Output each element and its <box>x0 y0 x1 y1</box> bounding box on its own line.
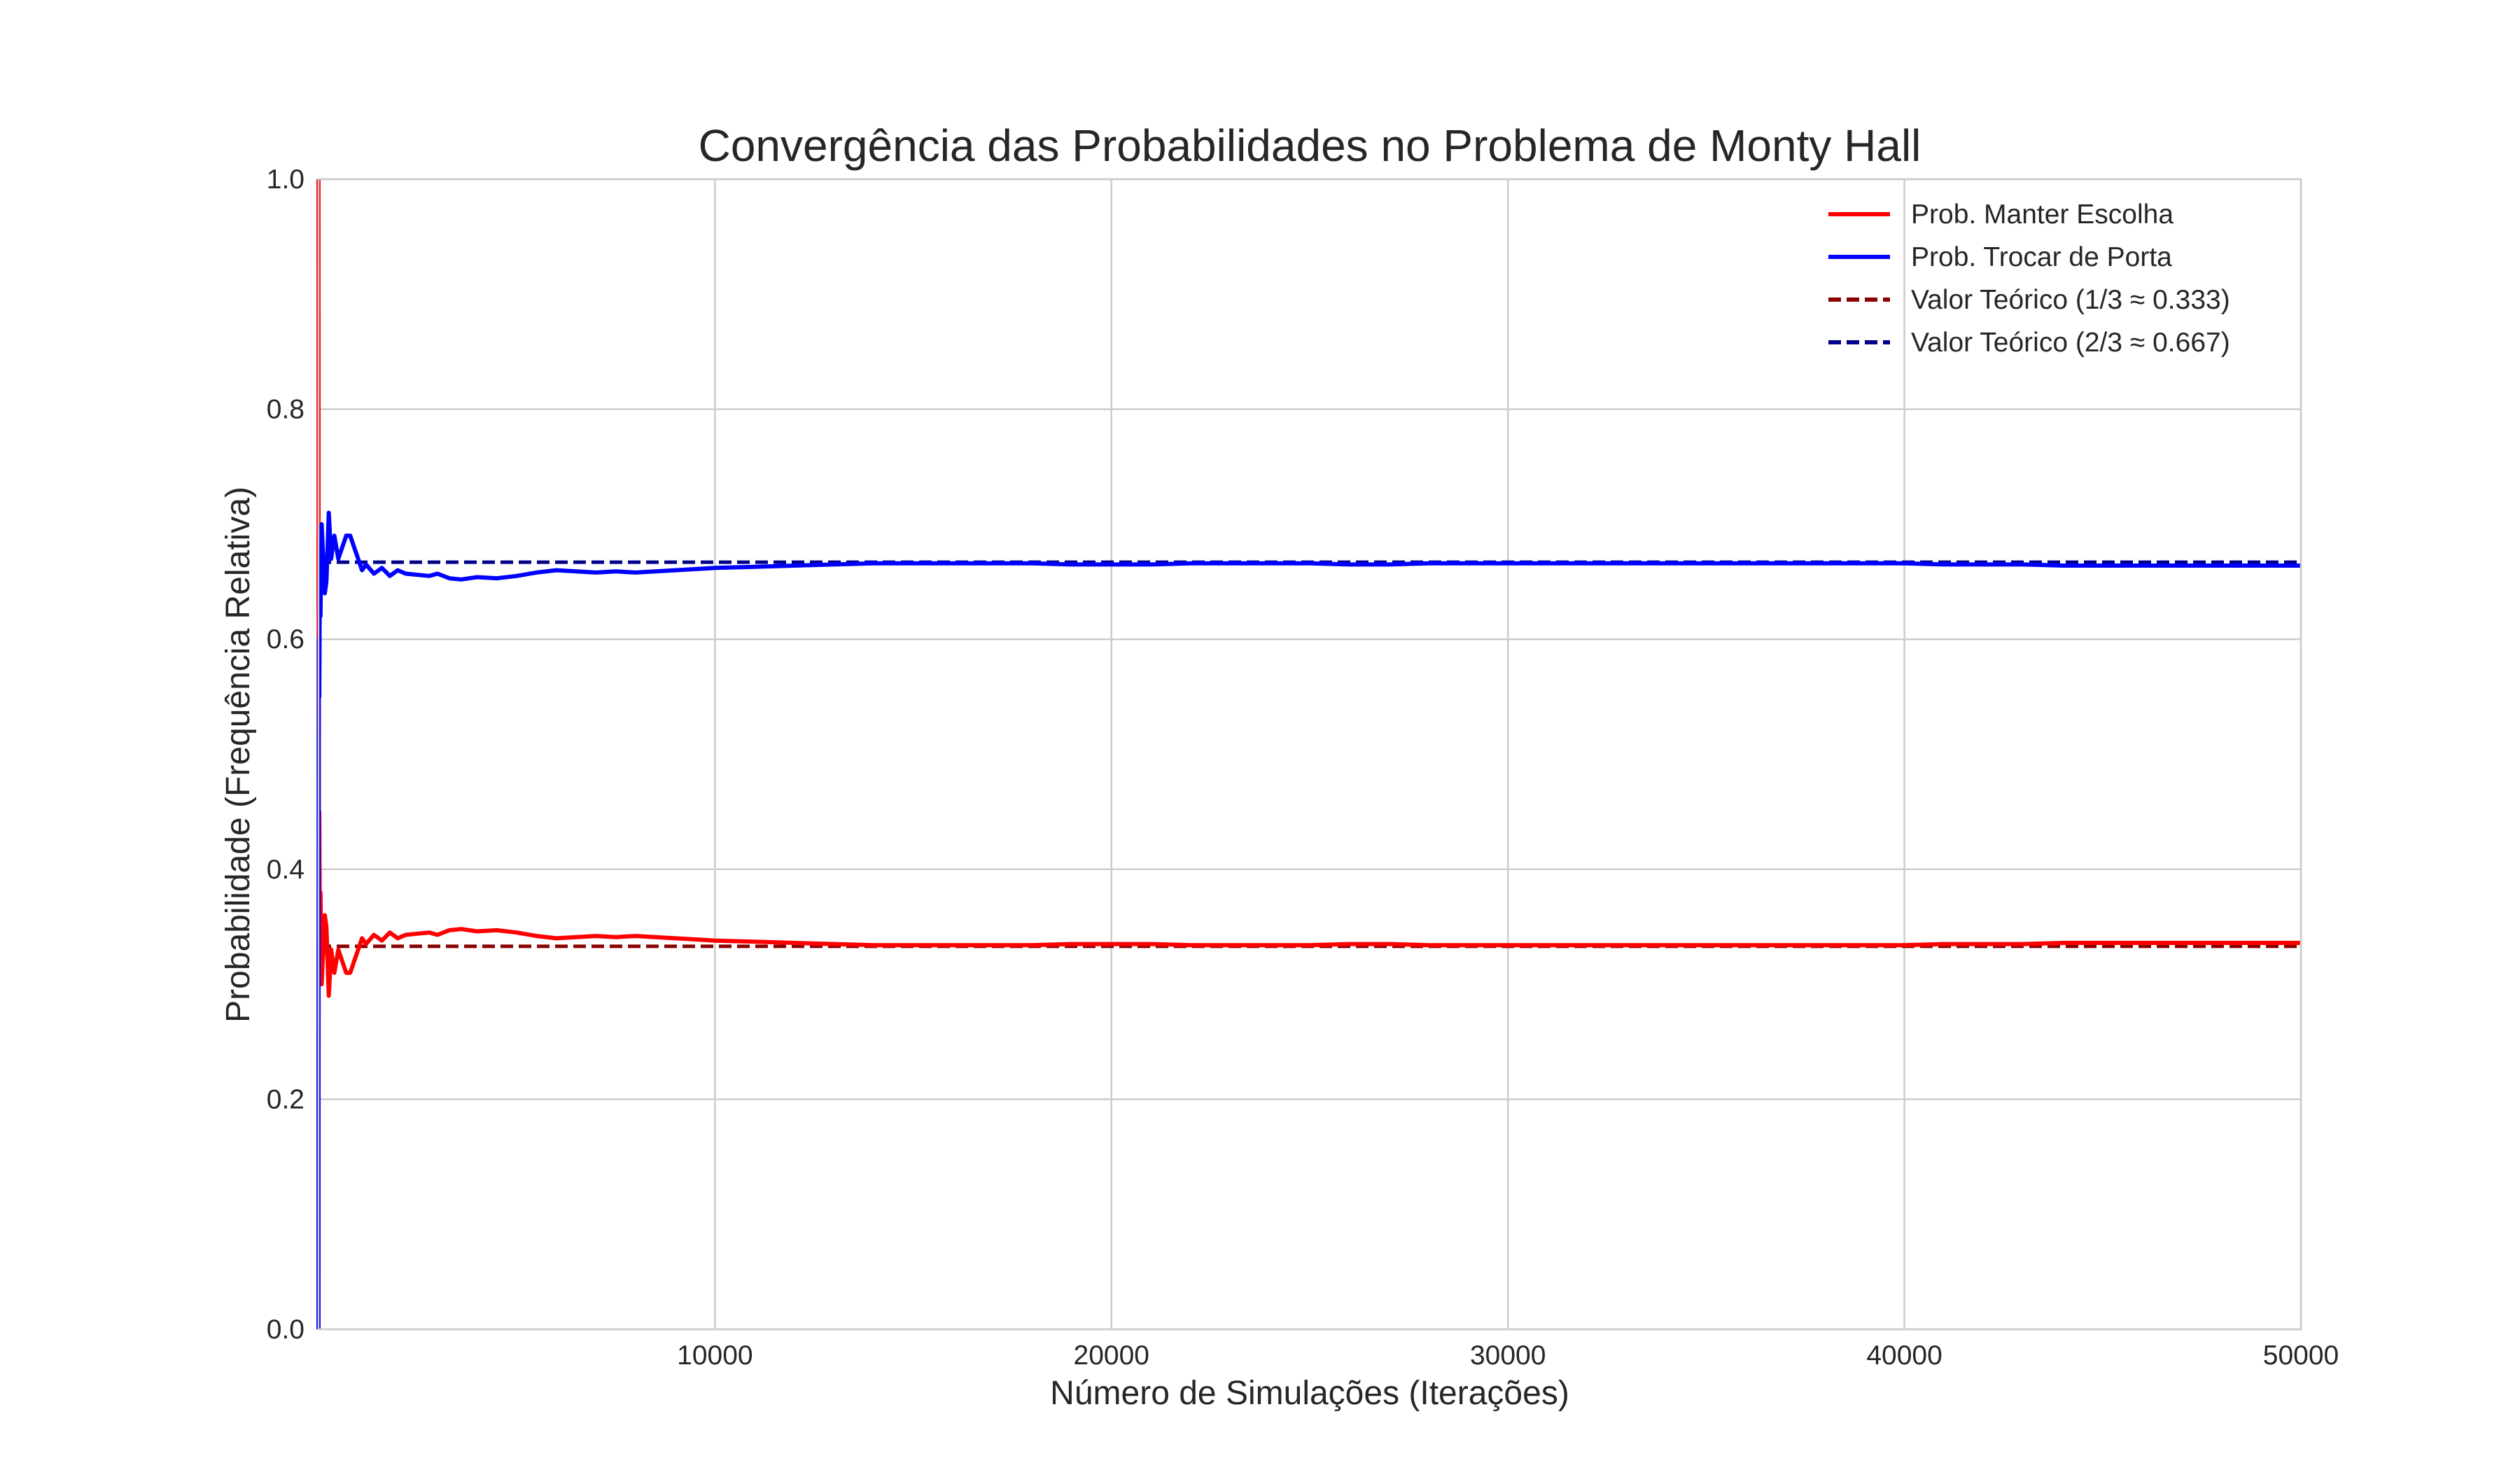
x-tick-label: 50000 <box>2263 1340 2339 1371</box>
y-tick-label: 1.0 <box>267 164 304 195</box>
x-tick-label: 30000 <box>1470 1340 1546 1371</box>
legend-label: Prob. Manter Escolha <box>1911 200 2174 230</box>
y-tick-label: 0.4 <box>267 855 304 885</box>
plot-frame <box>317 178 2302 1331</box>
chart-title: Convergência das Probabilidades no Probl… <box>699 120 1921 171</box>
legend-label: Valor Teórico (2/3 ≈ 0.667) <box>1911 328 2230 358</box>
legend-label: Valor Teórico (1/3 ≈ 0.333) <box>1911 285 2230 315</box>
y-tick-label: 0.6 <box>267 624 304 654</box>
y-tick-label: 0.2 <box>267 1084 304 1114</box>
series-layer <box>316 178 2301 1330</box>
legend: Prob. Manter Escolha Prob. Trocar de Port… <box>1828 200 2230 358</box>
x-tick-label: 40000 <box>1866 1340 1942 1371</box>
tick-labels: 10000 20000 30000 40000 50000 0.0 0.2 0.4 0.6 0.8… <box>267 164 2339 1371</box>
y-axis-label: Probabilidade (Frequência Relativa) <box>220 486 257 1023</box>
x-axis-label: Número de Simulações (Iterações) <box>1050 1375 1569 1412</box>
y-tick-label: 0.0 <box>267 1315 304 1345</box>
y-tick-label: 0.8 <box>267 395 304 425</box>
series-line-prob-manter-escolha <box>316 178 2301 998</box>
legend-label: Prob. Trocar de Porta <box>1911 242 2172 272</box>
x-tick-label: 10000 <box>677 1340 752 1371</box>
series-line-prob-trocar-de-porta <box>316 510 2301 1330</box>
x-tick-label: 20000 <box>1074 1340 1149 1371</box>
